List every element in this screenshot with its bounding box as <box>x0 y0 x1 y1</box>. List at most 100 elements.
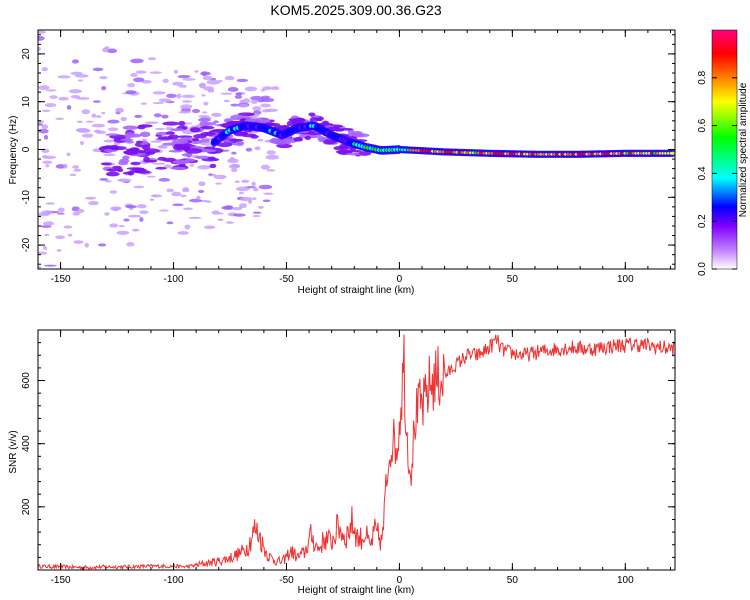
spectrogram-purple-mark <box>122 155 130 160</box>
spectrogram-noise-mark <box>38 46 42 52</box>
snr-series-line <box>38 334 675 570</box>
spectrogram-noise-mark <box>200 142 214 146</box>
spectrogram-noise-mark <box>260 88 266 92</box>
spectrogram-noise-mark <box>109 223 119 228</box>
spectrogram-noise-mark <box>201 71 208 77</box>
spectrogram-noise-mark <box>181 100 192 103</box>
spectrogram-noise-mark <box>68 89 83 94</box>
spectrogram-noise-mark <box>244 86 258 92</box>
spectrogram-noise-mark <box>41 67 48 72</box>
spectrogram-noise-mark <box>66 105 72 110</box>
spectrogram-purple-mark <box>200 125 215 130</box>
spectrogram-noise-mark <box>97 243 107 247</box>
spectrogram-noise-mark <box>203 101 209 106</box>
spectrogram-noise-mark <box>140 102 148 105</box>
spectrogram-noise-mark <box>238 203 247 209</box>
spectrogram-noise-mark <box>225 221 234 224</box>
spectrogram-purple-mark <box>358 151 372 156</box>
spectrogram-noise-mark <box>76 120 83 123</box>
spectrogram-noise-mark <box>99 76 108 80</box>
spectrogram-noise-mark <box>130 58 144 64</box>
spectrogram-noise-mark <box>133 185 145 189</box>
spectrogram-purple-mark <box>117 161 129 166</box>
spectrogram-purple-mark <box>132 167 146 173</box>
colorbar-tick-label: 0.0 <box>697 262 708 276</box>
spectrogram-purple-mark <box>293 137 304 142</box>
spectrogram-noise-mark <box>152 162 166 165</box>
spectrogram-noise-mark <box>262 199 271 203</box>
spectrogram-noise-mark <box>182 78 196 81</box>
spectrogram-noise-mark <box>266 150 276 155</box>
spectrogram-noise-mark <box>84 196 97 200</box>
spectrogram-noise-mark <box>134 114 143 119</box>
spectrogram-noise-mark <box>252 211 262 214</box>
spectrogram-purple-mark <box>122 125 138 130</box>
spectrogram-noise-mark <box>110 206 121 211</box>
spectrogram-noise-mark <box>270 86 280 91</box>
spectrogram-noise-mark <box>139 210 149 215</box>
spectrogram-noise-mark <box>208 173 213 176</box>
spectrogram-noise-mark <box>99 178 109 181</box>
spectrogram-noise-mark <box>224 75 235 81</box>
spectrogram-noise-mark <box>72 211 80 216</box>
spectrogram-noise-mark <box>235 92 243 96</box>
spectrogram-noise-mark <box>63 225 73 229</box>
spectrogram-purple-mark <box>195 155 210 160</box>
spectrogram-noise-mark <box>42 160 53 164</box>
spectrogram-noise-mark <box>109 190 118 194</box>
spectrogram-purple-mark <box>111 146 127 151</box>
spectrogram-noise-mark <box>172 203 184 207</box>
spectrogram-purple-mark <box>198 149 217 153</box>
spectrogram-noise-mark <box>85 120 94 123</box>
spectrogram-noise-mark <box>73 168 82 172</box>
spectrogram-noise-mark <box>81 109 91 115</box>
spectrogram-noise-mark <box>252 214 261 218</box>
spectrogram-purple-mark <box>345 152 361 156</box>
spectrogram-purple-mark <box>143 156 150 162</box>
spectrogram-noise-mark <box>166 188 174 193</box>
colorbar-tick-label: 0.2 <box>697 214 708 228</box>
spectrogram-noise-mark <box>116 179 128 182</box>
spectrogram-noise-mark <box>41 210 53 215</box>
spectrogram-purple-mark <box>141 144 151 151</box>
colorbar-label: Normalized spectral amplitude <box>738 82 749 217</box>
spectrogram-noise-mark <box>38 36 45 41</box>
spectrogram-purple-mark <box>165 131 175 135</box>
spectrogram-noise-mark <box>265 154 280 160</box>
spectrogram-noise-mark <box>184 224 191 230</box>
spectrogram-noise-mark <box>228 163 240 169</box>
spectrogram-noise-mark <box>38 123 44 126</box>
spectrogram-noise-mark <box>182 187 189 192</box>
spectrogram-purple-mark <box>130 161 141 166</box>
spectrogram-noise-mark <box>189 163 195 167</box>
spectrogram-noise-mark <box>45 89 57 92</box>
spectrogram-noise-mark <box>102 47 109 53</box>
spectrogram-noise-mark <box>73 240 84 244</box>
spectrogram-noise-mark <box>67 233 73 237</box>
spectrogram-noise-mark <box>158 178 171 182</box>
spectrogram-noise-mark <box>101 86 107 91</box>
spectrogram-purple-mark <box>172 138 189 145</box>
colorbar-tick-label: 0.8 <box>697 70 708 84</box>
spectrogram-y-tick-label: 10 <box>21 96 32 108</box>
spectrogram-noise-mark <box>41 124 49 130</box>
spectrogram-noise-mark <box>126 242 135 247</box>
spectrogram-noise-mark <box>203 86 215 91</box>
spectrogram-noise-mark <box>197 189 205 194</box>
spectrogram-noise-mark <box>224 205 234 210</box>
spectrogram-noise-mark <box>180 104 193 110</box>
spectrogram-purple-mark <box>200 131 216 136</box>
spectrogram-noise-mark <box>238 104 249 108</box>
spectrogram-purple-mark <box>123 150 139 156</box>
spectrogram-noise-mark <box>70 95 81 99</box>
spectrogram-noise-mark <box>162 78 169 84</box>
spectrogram-purple-mark <box>137 125 146 130</box>
snr-x-tick-label: -100 <box>164 575 184 586</box>
spectrogram-noise-mark <box>203 225 216 229</box>
spectrogram-noise-mark <box>177 231 189 235</box>
spectrogram-noise-mark <box>177 74 191 79</box>
spectrogram-noise-mark <box>101 111 106 115</box>
spectrogram-noise-mark <box>38 265 42 269</box>
spectrogram-noise-mark <box>40 225 52 228</box>
spectrogram-noise-mark <box>84 242 90 248</box>
